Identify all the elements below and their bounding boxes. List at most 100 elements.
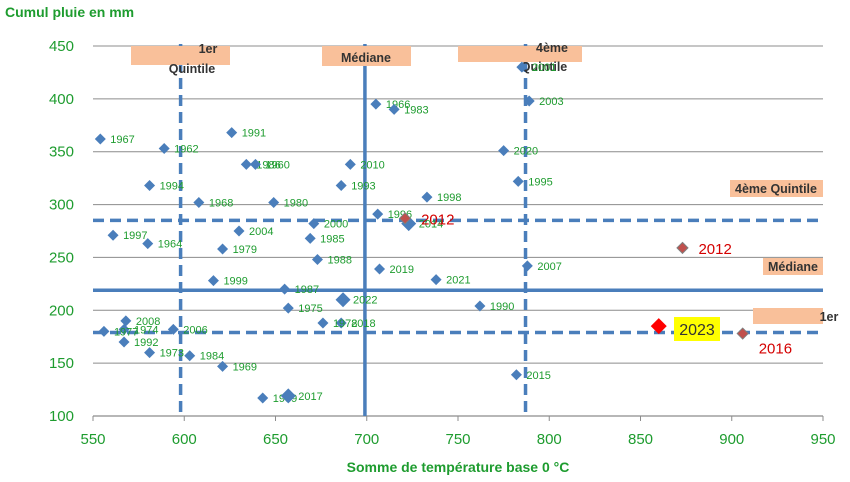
data-point-highlight bbox=[736, 327, 749, 340]
data-point bbox=[98, 325, 110, 337]
data-point bbox=[217, 243, 229, 255]
y-tick-label: 250 bbox=[49, 249, 74, 266]
data-point bbox=[184, 350, 196, 362]
data-point bbox=[268, 196, 280, 208]
data-point bbox=[317, 317, 329, 329]
data-label: 2006 bbox=[183, 324, 207, 336]
data-point bbox=[335, 180, 347, 192]
annotation-label: Médiane bbox=[768, 260, 818, 274]
data-label: 1962 bbox=[174, 144, 198, 156]
annotation-label: Médiane bbox=[341, 51, 391, 65]
data-point bbox=[233, 225, 245, 237]
data-label: 2000 bbox=[324, 219, 348, 231]
x-tick-label: 750 bbox=[445, 431, 470, 448]
data-point bbox=[249, 158, 261, 170]
annotation-label: 1er bbox=[820, 310, 839, 324]
data-point bbox=[512, 175, 524, 187]
data-point-highlight bbox=[398, 212, 412, 225]
y-tick-label: 350 bbox=[49, 144, 74, 161]
x-tick-label: 800 bbox=[537, 431, 562, 448]
data-label: 2018 bbox=[351, 318, 375, 330]
x-axis-title: Somme de température base 0 °C bbox=[347, 459, 570, 475]
x-tick-label: 950 bbox=[810, 431, 835, 448]
data-label: 2022 bbox=[353, 295, 377, 307]
data-label: 1973 bbox=[160, 348, 184, 360]
data-point bbox=[282, 302, 294, 314]
grid-lines bbox=[92, 45, 824, 421]
x-tick-label: 600 bbox=[172, 431, 197, 448]
data-point bbox=[523, 95, 535, 107]
data-label: 1969 bbox=[233, 361, 257, 373]
data-label: 2004 bbox=[249, 226, 273, 238]
data-label: 1985 bbox=[320, 233, 344, 245]
annotation-box bbox=[322, 46, 411, 66]
y-tick-label: 200 bbox=[49, 302, 74, 319]
data-point bbox=[118, 336, 130, 348]
data-point bbox=[240, 158, 252, 170]
data-label: 2019 bbox=[390, 264, 414, 276]
data-label: 1975 bbox=[298, 303, 322, 315]
data-label: 1984 bbox=[200, 351, 224, 363]
data-label: 1993 bbox=[351, 181, 375, 193]
annotation-label: 4ème Quintile bbox=[735, 182, 817, 196]
data-label: 1983 bbox=[404, 104, 428, 116]
y-tick-label: 100 bbox=[49, 408, 74, 425]
data-label: 2008 bbox=[136, 316, 160, 328]
annotation-label: 4ème bbox=[536, 41, 568, 55]
data-label: 2020 bbox=[514, 146, 538, 158]
x-tick-label: 700 bbox=[354, 431, 379, 448]
data-label: 2015 bbox=[526, 370, 550, 382]
data-point bbox=[474, 300, 486, 312]
data-point bbox=[370, 98, 382, 110]
data-label: 2003 bbox=[539, 96, 563, 108]
annotation-box bbox=[458, 46, 582, 62]
data-point bbox=[304, 232, 316, 244]
data-label: 1987 bbox=[295, 284, 319, 296]
data-label: 1998 bbox=[437, 192, 461, 204]
annotation-label: Quintile bbox=[169, 62, 216, 76]
data-point bbox=[344, 158, 356, 170]
data-label: 1977 bbox=[114, 326, 138, 338]
data-point bbox=[217, 360, 229, 372]
data-point bbox=[193, 196, 205, 208]
highlight-box bbox=[674, 317, 720, 341]
data-label-highlight: 2023 bbox=[679, 322, 715, 339]
data-point bbox=[158, 143, 170, 155]
data-point bbox=[516, 61, 528, 73]
y-tick-label: 400 bbox=[49, 91, 74, 108]
data-label-highlight: 2012 bbox=[421, 211, 454, 228]
data-label: 1974 bbox=[134, 324, 158, 336]
data-point bbox=[118, 323, 130, 335]
data-label: 1991 bbox=[242, 128, 266, 140]
data-label: 1964 bbox=[158, 239, 182, 251]
annotation-label: Quintile bbox=[521, 60, 568, 74]
data-point bbox=[257, 392, 269, 404]
data-point bbox=[430, 274, 442, 286]
x-tick-label: 550 bbox=[80, 431, 105, 448]
data-label: 1992 bbox=[134, 337, 158, 349]
data-point bbox=[167, 323, 179, 335]
data-point bbox=[207, 275, 219, 287]
data-point bbox=[144, 347, 156, 359]
annotation-label: 1er bbox=[199, 42, 218, 56]
y-tick-label: 150 bbox=[49, 355, 74, 372]
data-label: 2017 bbox=[298, 391, 322, 403]
data-point bbox=[280, 388, 296, 404]
data-label: 2010 bbox=[360, 159, 384, 171]
data-point bbox=[372, 208, 384, 220]
data-point bbox=[510, 369, 522, 381]
data-point bbox=[120, 315, 132, 327]
data-point bbox=[107, 229, 119, 241]
data-label: 1994 bbox=[160, 181, 184, 193]
tick-labels: 100 150 200 250 300 350 400 450 550 600 650 700 750 8… bbox=[49, 38, 836, 448]
reference-lines bbox=[93, 44, 823, 416]
data-point bbox=[388, 103, 400, 115]
annotations: 1er Quintile Médiane 4ème Quintile 4ème Quint… bbox=[131, 41, 839, 324]
data-label: 1988 bbox=[327, 255, 351, 267]
data-label-highlight: 2012 bbox=[698, 241, 731, 258]
data-label: 1999 bbox=[223, 276, 247, 288]
y-tick-label: 300 bbox=[49, 197, 74, 214]
data-point-highlight bbox=[650, 318, 667, 335]
data-label: 1960 bbox=[265, 159, 289, 171]
